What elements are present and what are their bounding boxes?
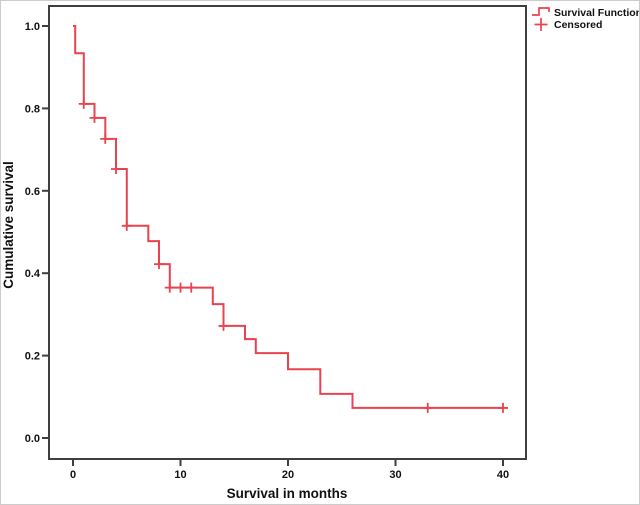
censored-plus-marker	[78, 98, 89, 109]
censored-plus-marker	[154, 259, 164, 270]
legend: Survival Function Censored	[532, 7, 640, 31]
censored-plus-marker	[422, 402, 433, 413]
survival-function-line	[73, 25, 503, 409]
x-tick-label: 40	[497, 469, 509, 481]
censored-plus-marker	[89, 112, 100, 123]
y-tick-label: 0.4	[25, 268, 41, 280]
censored-plus-marker	[498, 402, 508, 413]
x-axis-ticks: 0 10 20 30 40	[70, 459, 509, 481]
x-tick-label: 30	[389, 469, 401, 481]
y-axis-ticks: 1.0 0.8 0.6 0.4 0.2 0.0	[25, 21, 49, 445]
censored-plus-marker	[121, 220, 132, 231]
censored-plus-marker	[111, 163, 121, 174]
legend-label-survival-function: Survival Function	[554, 7, 640, 19]
survival-step-curve	[73, 25, 503, 409]
y-tick-label: 0.0	[25, 433, 40, 445]
y-tick-label: 1.0	[25, 21, 40, 33]
legend-label-censored: Censored	[554, 19, 602, 31]
censored-plus-marker	[218, 320, 229, 331]
y-axis-title: Cumulative survival	[1, 161, 16, 289]
x-tick-label: 0	[70, 469, 76, 481]
censored-plus-marker	[164, 282, 175, 293]
censored-plus-marker	[100, 133, 111, 144]
y-tick-label: 0.8	[25, 103, 40, 115]
x-axis-title: Survival in months	[227, 486, 348, 501]
x-tick-label: 20	[282, 469, 294, 481]
censored-plus-marker	[186, 282, 197, 293]
censored-plus-marker	[175, 282, 186, 293]
plot-frame	[48, 5, 527, 460]
censored-markers	[78, 98, 508, 413]
plus-icon	[534, 18, 548, 31]
x-tick-label: 10	[174, 469, 186, 481]
y-tick-label: 0.2	[25, 351, 40, 363]
step-line-icon	[532, 7, 550, 16]
y-tick-label: 0.6	[25, 186, 40, 198]
